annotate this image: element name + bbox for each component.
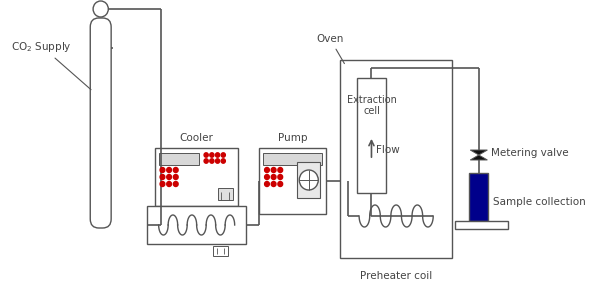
Bar <box>455 221 508 229</box>
Bar <box>213 246 228 256</box>
Text: Preheater coil: Preheater coil <box>360 271 432 281</box>
Text: Metering valve: Metering valve <box>491 148 569 158</box>
Circle shape <box>167 182 172 187</box>
Circle shape <box>173 182 178 187</box>
Circle shape <box>215 159 220 163</box>
Circle shape <box>204 159 208 163</box>
Circle shape <box>210 153 214 157</box>
Circle shape <box>173 168 178 173</box>
Circle shape <box>271 168 276 173</box>
Bar <box>147 206 246 244</box>
Circle shape <box>299 170 318 190</box>
Circle shape <box>271 182 276 187</box>
Bar <box>218 188 233 200</box>
Circle shape <box>204 153 208 157</box>
Circle shape <box>173 175 178 180</box>
Circle shape <box>93 1 109 17</box>
Circle shape <box>215 153 220 157</box>
Text: Oven: Oven <box>316 34 344 64</box>
Circle shape <box>265 182 269 187</box>
Circle shape <box>210 159 214 163</box>
Text: CO$_2$ Supply: CO$_2$ Supply <box>11 39 91 90</box>
Circle shape <box>265 175 269 180</box>
Circle shape <box>160 175 165 180</box>
Bar <box>469 173 488 221</box>
Circle shape <box>167 168 172 173</box>
Bar <box>158 153 199 165</box>
Polygon shape <box>470 150 487 160</box>
Text: Flow: Flow <box>376 145 400 155</box>
Text: Cooler: Cooler <box>180 133 214 143</box>
Circle shape <box>278 182 283 187</box>
Circle shape <box>278 175 283 180</box>
Bar <box>259 148 326 214</box>
Circle shape <box>160 168 165 173</box>
Text: Sample collection: Sample collection <box>493 197 586 207</box>
Circle shape <box>265 168 269 173</box>
Text: Pump: Pump <box>278 133 307 143</box>
Circle shape <box>221 159 226 163</box>
Text: cell: cell <box>363 106 380 116</box>
Circle shape <box>221 153 226 157</box>
Text: Extraction: Extraction <box>347 95 397 105</box>
Circle shape <box>160 182 165 187</box>
Bar <box>340 60 452 258</box>
Circle shape <box>271 175 276 180</box>
FancyBboxPatch shape <box>90 18 111 228</box>
Bar <box>357 78 386 193</box>
Bar <box>263 153 322 165</box>
Bar <box>155 148 238 206</box>
Circle shape <box>167 175 172 180</box>
Circle shape <box>278 168 283 173</box>
Bar <box>298 162 320 198</box>
